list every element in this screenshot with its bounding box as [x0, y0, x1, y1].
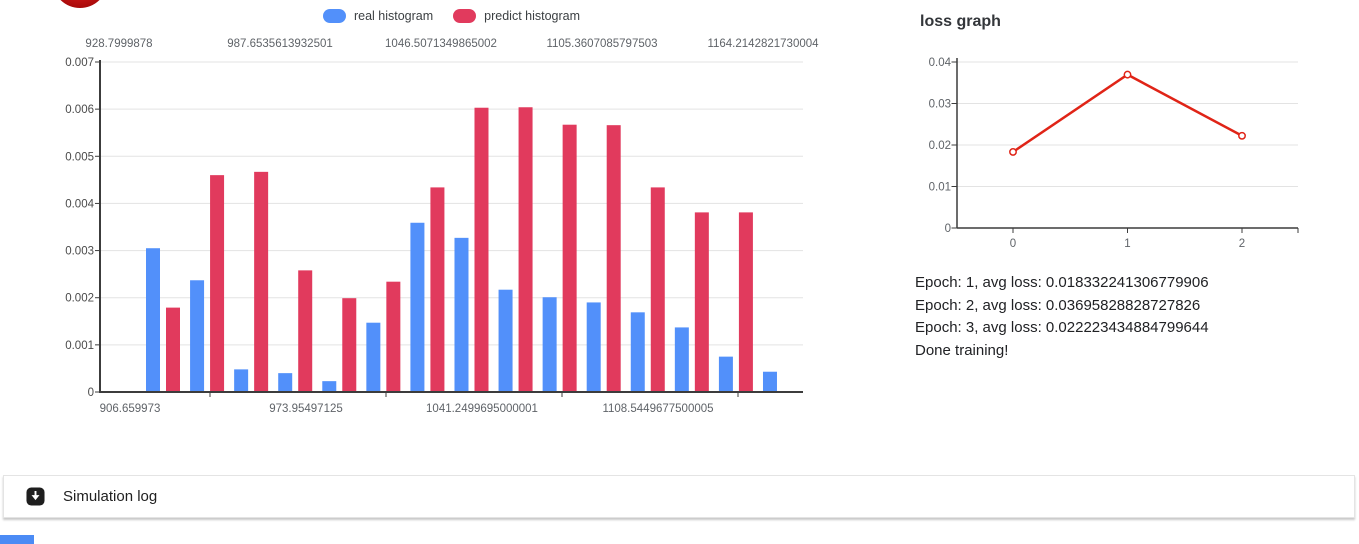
- simulation-log-label: Simulation log: [63, 488, 158, 505]
- collapse-arrow-down-icon[interactable]: [26, 487, 45, 506]
- training-log-line: Epoch: 1, avg loss: 0.018332241306779906: [915, 274, 1209, 291]
- hist-top-axis-label: 928.7999878: [85, 38, 152, 50]
- hist-y-tick-label: 0: [88, 387, 94, 399]
- training-log: Epoch: 1, avg loss: 0.018332241306779906…: [915, 272, 1355, 362]
- loss-graph-title: loss graph: [920, 13, 1001, 30]
- simulation-log-bar[interactable]: Simulation log: [3, 475, 1355, 518]
- real-histogram-bar: [586, 302, 601, 392]
- real-histogram-bar: [674, 327, 689, 392]
- predict-histogram-bar: [738, 212, 753, 392]
- hist-y-tick-label: 0.007: [65, 57, 94, 69]
- hist-y-tick-label: 0.003: [65, 246, 94, 258]
- predict-histogram-bar: [694, 212, 709, 392]
- histogram-panel: 0.007 0.006 0.005 0.004 0.003 0.002 0.001 0 928.…: [65, 7, 819, 415]
- hist-y-tick-label: 0.004: [65, 198, 94, 210]
- training-log-line: Epoch: 2, avg loss: 0.03695828828727826: [915, 296, 1201, 314]
- real-histogram-bar: [234, 369, 249, 392]
- real-histogram-bar: [278, 373, 293, 392]
- real-histogram-bar: [718, 356, 733, 392]
- real-histogram-bar: [190, 280, 205, 392]
- predict-histogram-bar: [650, 187, 665, 392]
- predict-histogram-bar: [474, 107, 489, 392]
- predict-histogram-bar: [562, 124, 577, 392]
- loss-point-marker: [1238, 131, 1246, 140]
- hist-bottom-axis-label: 906.659973: [100, 403, 161, 415]
- loss-graph-panel: loss graph 0.04 0.03 0.02 0.01 0 0 1 2 Epoch: 1…: [900, 0, 1359, 430]
- real-histogram-bar: [762, 371, 777, 392]
- predict-histogram-bar: [298, 270, 313, 392]
- training-log-line: Done training!: [915, 341, 1009, 359]
- predict-histogram-bar: [606, 125, 621, 393]
- hist-top-axis-label: 987.6535613932501: [227, 38, 333, 50]
- hist-y-tick-label: 0.001: [65, 340, 94, 352]
- real-histogram-bar: [410, 222, 425, 392]
- hist-bottom-axis-label: 1041.2499695000001: [426, 403, 538, 415]
- legend-label: predict histogram: [484, 9, 581, 23]
- real-histogram-bar: [366, 322, 381, 392]
- real-histogram-bar: [498, 289, 513, 392]
- loss-point-marker: [1123, 70, 1132, 79]
- predict-histogram-bar: [386, 281, 401, 392]
- red-circle-logo-icon: [53, 0, 107, 8]
- predict-histogram-bar: [210, 175, 225, 392]
- histogram-chart: 0.007 0.006 0.005 0.004 0.003 0.002 0.001 0 928.…: [65, 38, 819, 415]
- real-histogram-bar: [542, 297, 557, 392]
- loss-line: [1012, 73, 1243, 153]
- loss-x-tick-label: 0: [1010, 238, 1016, 250]
- legend-real-swatch-icon: [322, 9, 346, 23]
- loss-x-tick-label: 1: [1124, 238, 1130, 250]
- legend-predict-swatch-icon: [453, 9, 477, 23]
- legend-item-real[interactable]: real histogram: [322, 9, 434, 23]
- predict-histogram-bar: [342, 298, 357, 392]
- loss-chart: 0.04 0.03 0.02 0.01 0 0 1 2: [929, 57, 1299, 250]
- hist-bottom-axis-label: 1108.5449677500005: [602, 403, 713, 415]
- hist-y-tick-label: 0.006: [65, 104, 94, 116]
- real-histogram-bar: [322, 381, 337, 392]
- loss-y-tick-label: 0: [945, 223, 951, 235]
- training-log-line: Epoch: 3, avg loss: 0.022223434884799644: [915, 319, 1209, 336]
- hist-top-axis-label: 1046.5071349865002: [385, 38, 497, 50]
- predict-histogram-bar: [518, 107, 533, 392]
- hist-bottom-axis-label: 973.95497125: [269, 403, 343, 415]
- loss-y-tick-label: 0.01: [929, 182, 951, 194]
- legend-item-predict[interactable]: predict histogram: [453, 9, 580, 23]
- hist-y-tick-label: 0.005: [65, 151, 94, 163]
- real-histogram-bar: [454, 237, 469, 392]
- predict-histogram-bar: [254, 171, 269, 392]
- legend-label: real histogram: [353, 9, 434, 23]
- loss-y-tick-label: 0.03: [929, 99, 951, 111]
- hist-top-axis-label: 1105.3607085797503: [546, 38, 657, 50]
- loss-y-tick-label: 0.02: [929, 140, 951, 152]
- real-histogram-bar: [146, 248, 160, 392]
- predict-histogram-bar: [430, 187, 445, 392]
- loss-x-tick-label: 2: [1239, 238, 1245, 250]
- real-histogram-bar: [630, 312, 645, 392]
- hist-y-tick-label: 0.002: [65, 293, 94, 305]
- loss-y-tick-label: 0.04: [929, 57, 952, 69]
- histogram-legend: real histogram predict histogram: [100, 7, 803, 25]
- bottom-blue-strip: [0, 535, 34, 544]
- hist-top-axis-label: 1164.2142821730004: [707, 38, 819, 50]
- loss-point-marker: [1009, 147, 1017, 156]
- predict-histogram-bar: [166, 307, 180, 392]
